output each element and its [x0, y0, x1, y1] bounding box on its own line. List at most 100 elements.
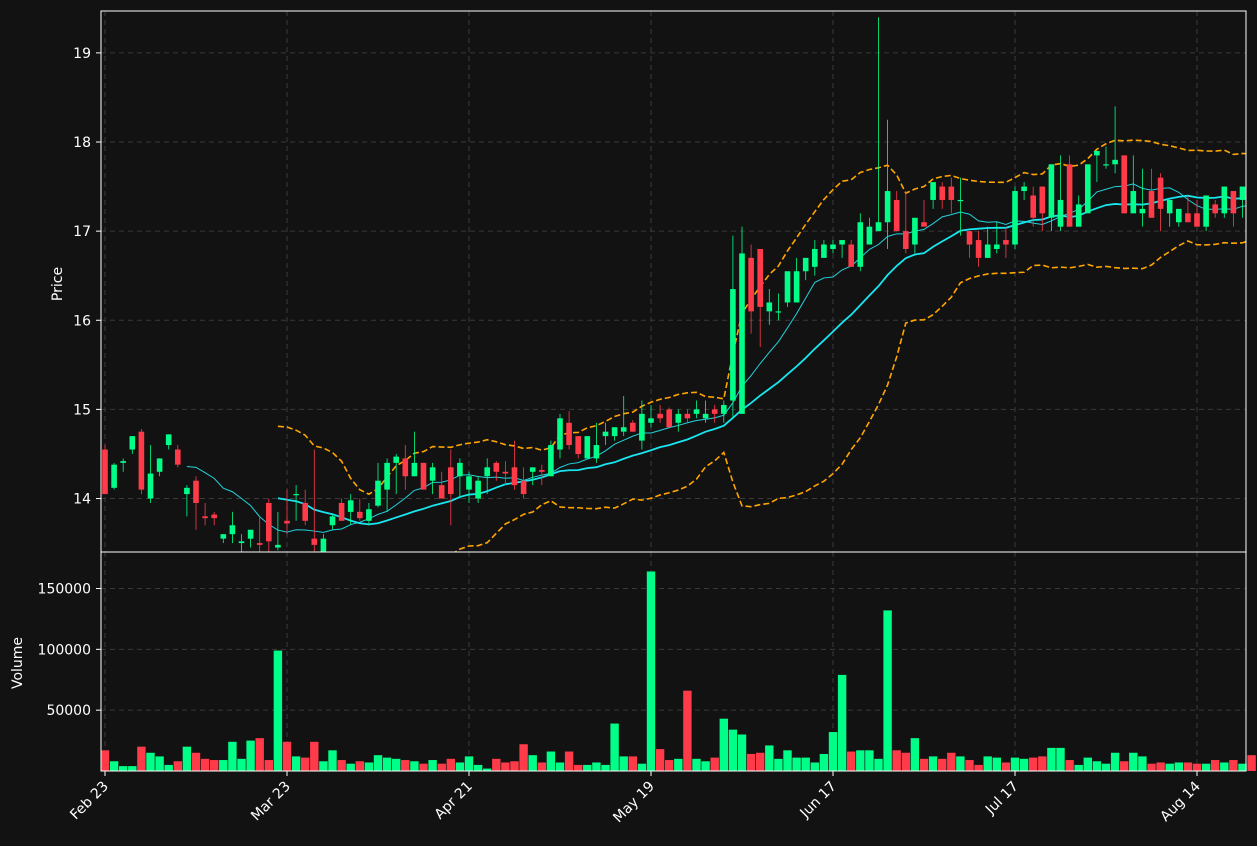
candle-body	[1039, 186, 1046, 214]
candle	[602, 422, 609, 446]
candle	[1066, 155, 1073, 227]
candle-body	[493, 462, 500, 472]
candle-body	[666, 409, 672, 428]
candle-body	[975, 240, 982, 258]
candle	[1112, 106, 1118, 174]
candle	[375, 462, 381, 508]
volume-bar	[1092, 761, 1102, 771]
candle	[1057, 155, 1064, 232]
candle	[566, 411, 572, 450]
volume-tick-label: 150000	[38, 582, 91, 598]
volume-bar	[519, 744, 528, 771]
volume-bar	[765, 745, 774, 771]
volume-bar	[1138, 756, 1147, 771]
volume-bar	[291, 756, 301, 771]
volume-bar	[783, 750, 792, 771]
candle-body	[793, 271, 800, 303]
candle	[739, 226, 745, 414]
candle-body	[420, 462, 427, 490]
candle-body	[238, 541, 245, 544]
candle-body	[1176, 208, 1182, 223]
candle-body	[766, 302, 773, 312]
candle	[994, 222, 1000, 254]
bollinger-bands	[277, 139, 1246, 552]
candle	[493, 461, 500, 481]
candle	[1012, 186, 1018, 249]
candle-body	[111, 464, 117, 488]
candle	[830, 240, 836, 254]
candle-body	[502, 471, 509, 474]
candle	[548, 440, 554, 477]
candle	[320, 534, 327, 552]
volume-bar	[910, 738, 920, 771]
volume-bar	[501, 762, 510, 771]
candle-body	[102, 449, 108, 495]
candle	[220, 534, 227, 544]
volume-bar	[1165, 763, 1174, 771]
upper-band-line	[277, 139, 1246, 496]
candle-body	[1030, 195, 1036, 218]
candle	[1166, 199, 1173, 227]
volume-bar	[801, 757, 810, 771]
candle-body	[1075, 204, 1082, 227]
candle-body	[739, 253, 745, 414]
candle-body	[893, 199, 900, 232]
volume-bar	[109, 761, 119, 771]
candle-body	[529, 467, 536, 472]
candle-body	[957, 199, 964, 202]
candle	[912, 217, 918, 254]
volume-bar	[155, 756, 164, 771]
candle-body	[284, 520, 290, 524]
volume-bar	[510, 761, 519, 771]
candle	[247, 529, 254, 548]
volume-bar	[674, 758, 683, 771]
candle-body	[375, 480, 381, 506]
volume-bar	[856, 750, 865, 771]
volume-bar	[901, 752, 910, 771]
candle-body	[156, 458, 163, 472]
volume-bar	[810, 762, 819, 771]
candle-body	[1021, 186, 1027, 192]
volume-bar	[1056, 747, 1065, 771]
candle-body	[684, 413, 691, 419]
candle	[293, 485, 299, 521]
price-tick-label: 19	[73, 46, 91, 62]
volume-bar	[1110, 752, 1120, 771]
candle	[793, 257, 800, 303]
volume-bar	[437, 763, 446, 771]
candle	[1157, 173, 1164, 232]
volume-bar	[392, 758, 401, 771]
candle-body	[802, 257, 809, 272]
candle-body	[912, 217, 918, 245]
candle-body	[311, 538, 318, 545]
volume-tick-label: 100000	[38, 642, 91, 658]
volume-bar	[555, 762, 565, 771]
volume-bar	[455, 762, 465, 771]
volume-bar	[1211, 760, 1220, 771]
volume-bar	[828, 732, 838, 771]
volume-bar	[837, 674, 847, 771]
candle	[402, 445, 409, 490]
candle-body	[129, 436, 136, 450]
candle-body	[1157, 177, 1164, 209]
candle	[229, 511, 236, 544]
volume-bar	[592, 762, 601, 771]
candle	[1230, 191, 1237, 227]
candle	[384, 458, 390, 512]
candle-body	[775, 311, 782, 313]
candle-body	[329, 516, 336, 526]
candle	[812, 240, 818, 276]
candle-body	[393, 456, 399, 463]
volume-bar	[1238, 763, 1247, 771]
candle	[857, 213, 864, 272]
volume-bar	[164, 764, 173, 771]
volume-bar	[492, 758, 501, 771]
volume-bar	[892, 750, 901, 771]
candle	[1130, 155, 1137, 214]
candle	[1239, 186, 1246, 218]
volume-bar	[1192, 763, 1202, 771]
volume-bar	[301, 757, 310, 771]
candle	[275, 511, 281, 551]
candle	[839, 240, 845, 258]
candle	[1139, 168, 1146, 227]
